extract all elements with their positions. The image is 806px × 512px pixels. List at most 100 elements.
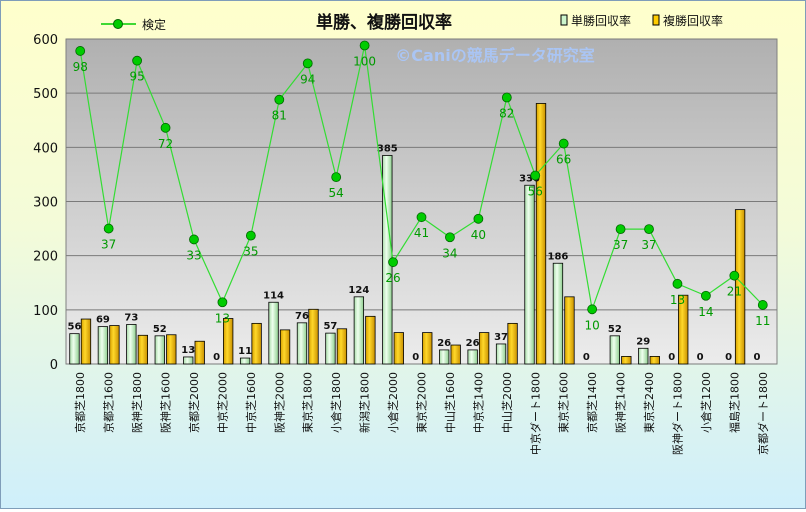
bar-fukusho xyxy=(478,332,490,365)
data-label-tansho: 114 xyxy=(263,290,284,301)
x-tick-label: 京都ダート1800 xyxy=(756,372,770,455)
bar-fukusho xyxy=(166,334,177,365)
line-point xyxy=(75,46,86,56)
x-tick-label: 京都芝1400 xyxy=(585,372,599,433)
x-tick-label: 阪神芝2000 xyxy=(272,372,286,433)
line-point xyxy=(189,234,199,245)
legend-item-tansho: 単勝回収率 xyxy=(560,13,631,28)
data-label-tansho: 0 xyxy=(725,352,732,363)
x-tick-label: 小倉芝1800 xyxy=(329,372,343,433)
y-tick-label: 100 xyxy=(33,304,58,319)
y-tick-label: 600 xyxy=(33,33,58,48)
bar-tansho xyxy=(353,296,365,365)
bar-fukusho xyxy=(649,356,660,365)
legend-line-label: 検定 xyxy=(142,17,166,32)
bar-fukusho xyxy=(450,344,461,365)
bar-fukusho xyxy=(308,308,319,365)
data-label-tansho: 0 xyxy=(754,352,761,363)
line-data-label: 13 xyxy=(670,293,685,307)
x-tick-label: 東京芝1800 xyxy=(301,372,315,433)
line-data-label: 37 xyxy=(641,238,656,252)
line-data-label: 33 xyxy=(186,248,201,262)
data-label-tansho: 52 xyxy=(608,324,622,335)
bar-fukusho xyxy=(393,332,404,365)
line-data-label: 35 xyxy=(243,245,258,259)
x-tick-label: 阪神ダート1800 xyxy=(670,372,684,455)
line-data-label: 26 xyxy=(385,271,400,285)
bar-fukusho xyxy=(336,328,348,365)
data-label-tansho: 0 xyxy=(668,352,675,363)
data-label-tansho: 13 xyxy=(181,345,195,356)
data-label-tansho: 0 xyxy=(697,352,704,363)
line-data-label: 72 xyxy=(158,137,173,151)
x-tick-label: 中山芝1600 xyxy=(444,372,457,433)
x-tick-label: 京都芝2000 xyxy=(187,372,201,433)
x-tick-label: 中京芝2000 xyxy=(215,372,229,433)
bar-fukusho xyxy=(365,315,376,365)
bar-fukusho xyxy=(223,318,234,365)
bar-tansho xyxy=(467,349,478,365)
line-point xyxy=(501,92,512,103)
line-point xyxy=(587,304,598,315)
legend: 検定 単勝回収率 複勝回収率 xyxy=(101,13,723,32)
line-point xyxy=(245,230,256,241)
line-data-label: 14 xyxy=(698,305,713,319)
bar-fukusho xyxy=(621,356,632,365)
bar-fukusho xyxy=(535,103,547,365)
line-data-label: 40 xyxy=(471,228,486,242)
line-data-label: 98 xyxy=(73,60,88,74)
legend-tansho-swatch xyxy=(560,14,568,26)
line-point xyxy=(757,300,768,310)
line-data-label: 37 xyxy=(613,238,628,252)
bar-tansho xyxy=(552,262,564,365)
bar-tansho xyxy=(239,357,251,365)
line-point xyxy=(217,297,228,308)
watermark: ©Caniの競馬データ研究室 xyxy=(395,46,594,65)
bar-fukusho xyxy=(678,294,689,365)
x-tick-label: 阪神芝1800 xyxy=(130,372,144,433)
bar-tansho xyxy=(495,343,507,365)
line-point xyxy=(359,40,370,51)
bar-tansho xyxy=(638,347,649,365)
data-label-tansho: 11 xyxy=(238,346,252,357)
line-data-label: 54 xyxy=(329,186,344,200)
data-label-tansho: 186 xyxy=(548,251,569,262)
line-point xyxy=(274,94,285,105)
line-point xyxy=(416,212,427,223)
bar-fukusho xyxy=(564,296,575,365)
bar-fukusho xyxy=(194,340,205,365)
line-point xyxy=(644,224,654,235)
line-point xyxy=(302,58,313,69)
line-point xyxy=(530,170,541,181)
bar-tansho xyxy=(609,335,620,365)
line-point xyxy=(615,224,626,235)
data-label-tansho: 29 xyxy=(636,336,650,347)
x-tick-label: 小倉芝1200 xyxy=(699,372,713,433)
x-tick-label: 中山芝2000 xyxy=(501,372,514,433)
data-label-tansho: 124 xyxy=(348,285,369,296)
line-data-label: 34 xyxy=(442,246,457,260)
bar-tansho xyxy=(69,333,80,365)
line-data-label: 13 xyxy=(215,311,230,325)
data-label-tansho: 57 xyxy=(323,321,337,332)
bar-tansho xyxy=(154,335,165,365)
legend-item-fukusho: 複勝回収率 xyxy=(652,13,723,28)
bar-fukusho xyxy=(80,318,92,365)
bar-tansho xyxy=(268,301,279,365)
line-point xyxy=(701,290,711,301)
line-data-label: 56 xyxy=(528,185,543,199)
bar-fukusho xyxy=(422,332,433,365)
y-tick-label: 300 xyxy=(33,196,58,211)
data-label-tansho: 69 xyxy=(96,315,110,326)
line-data-label: 100 xyxy=(353,55,376,69)
line-point xyxy=(729,270,740,281)
line-data-label: 37 xyxy=(101,238,116,252)
line-data-label: 81 xyxy=(272,109,287,123)
bar-fukusho xyxy=(507,322,518,365)
line-point xyxy=(558,138,569,149)
bar-fukusho xyxy=(251,322,262,365)
line-data-label: 21 xyxy=(727,285,742,299)
line-data-label: 94 xyxy=(300,72,315,86)
